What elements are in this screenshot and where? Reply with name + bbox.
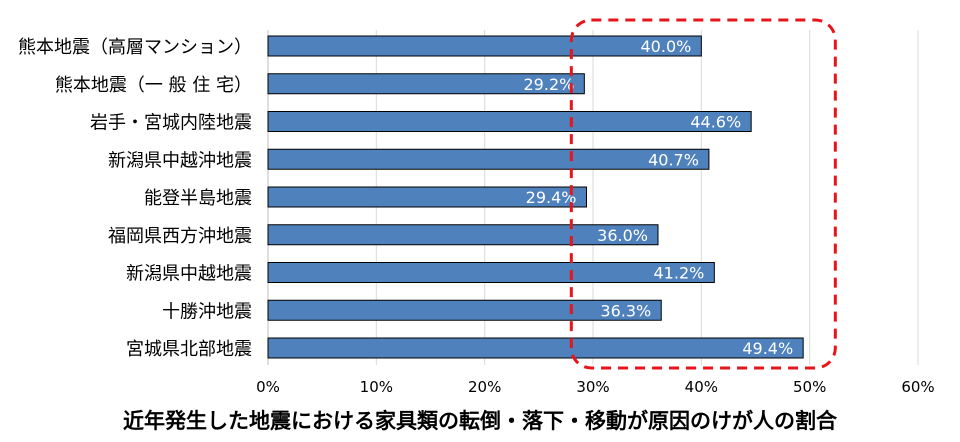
x-tick-label: 0% — [256, 378, 280, 396]
data-label: 40.7% — [648, 150, 699, 169]
data-labels: 40.0% 29.2% 44.6% 40.7% 29.4% 36.0% 41.2%36.3%… — [524, 37, 794, 358]
bar — [267, 186, 587, 208]
category-label: 岩手・宮城内陸地震 — [90, 113, 252, 134]
category-label: 能登半島地震 — [144, 188, 252, 209]
category-labels: 熊本地震（高層マンション） 熊本地震（一 般 住 宅） 岩手・宮城内陸地震新潟県中越… — [18, 37, 252, 360]
data-label: 44.6% — [690, 113, 741, 132]
bar — [267, 262, 715, 283]
data-label: 29.2% — [524, 75, 575, 94]
bar — [267, 337, 804, 359]
bar — [267, 224, 659, 246]
data-label: 40.0% — [641, 37, 692, 56]
highlight-box — [569, 18, 837, 370]
bar — [267, 73, 585, 95]
highlight-dashed-box — [569, 18, 837, 370]
bar-chart: 40.0% 29.2% 44.6% 40.7% 29.4% 36.0% 41.2%36.3%… — [18, 18, 935, 396]
bar — [267, 35, 702, 57]
category-label: 新潟県中越沖地震 — [108, 150, 252, 171]
x-tick-label: 10% — [360, 378, 393, 396]
x-tick-labels: 0% 10% 20% 30% 40% 50% 60% — [256, 378, 935, 396]
category-label: 十勝沖地震 — [162, 301, 252, 322]
x-tick-label: 60% — [901, 378, 934, 396]
category-label: 福岡県西方沖地震 — [108, 226, 252, 247]
x-tick-label: 30% — [576, 378, 609, 396]
data-label: 29.4% — [526, 188, 577, 207]
category-label: 新潟県中越地震 — [126, 264, 252, 285]
bar — [267, 111, 752, 132]
category-label: 熊本地震（高層マンション） — [18, 37, 252, 58]
category-label: 宮城県北部地震 — [126, 339, 252, 360]
chart-title: 近年発生した地震における家具類の転倒・落下・移動が原因のけが人の割合 — [123, 409, 837, 433]
x-tick-label: 50% — [793, 378, 826, 396]
category-label: 熊本地震（一 般 住 宅） — [55, 75, 252, 96]
x-tick-label: 20% — [468, 378, 501, 396]
data-label: 49.4% — [742, 339, 793, 358]
bar — [267, 299, 662, 321]
data-label: 36.0% — [597, 226, 648, 245]
data-label: 41.2% — [654, 264, 705, 283]
bar — [267, 148, 710, 170]
bars — [267, 35, 804, 359]
x-tick-label: 40% — [685, 378, 718, 396]
data-label: 36.3% — [600, 301, 651, 320]
